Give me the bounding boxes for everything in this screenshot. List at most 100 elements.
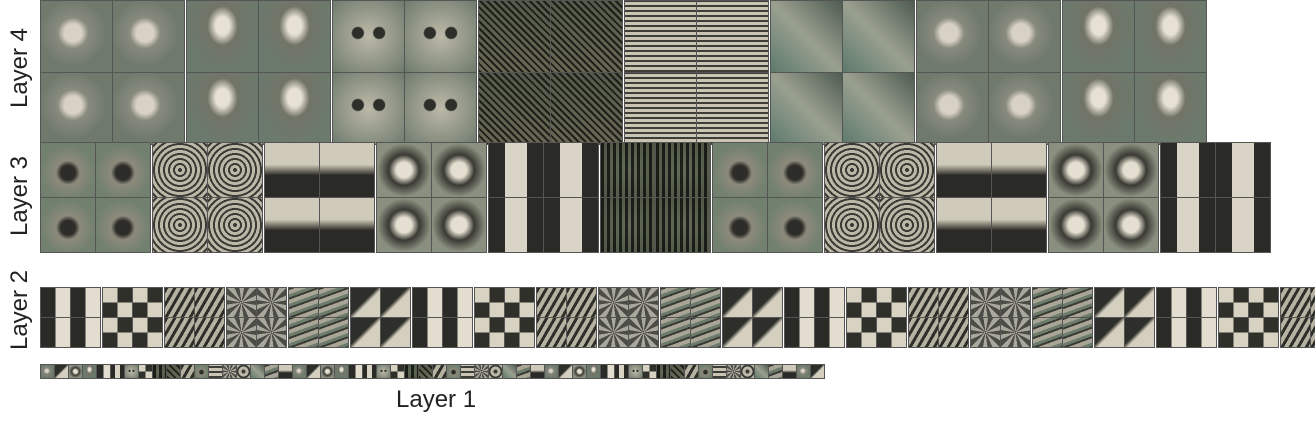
layer4-feature-map (1135, 1, 1206, 72)
layer1-feature-map (783, 365, 796, 378)
layer2-feature-map (629, 288, 658, 317)
layer2-feature-group (412, 287, 473, 348)
layer1-feature-map (195, 365, 208, 378)
layer2-feature-map (1063, 318, 1092, 347)
layer3-feature-group (936, 142, 1047, 253)
layer3-grid (40, 142, 1271, 253)
layer2-feature-group (598, 287, 659, 348)
layer4-feature-map (989, 73, 1060, 144)
layer1-feature-map (69, 365, 82, 378)
layer1-feature-map (601, 365, 614, 378)
layer3-feature-map (153, 198, 207, 252)
layer3-feature-map (208, 143, 262, 197)
layer3-feature-map (544, 143, 598, 197)
layer2-feature-map (165, 288, 194, 317)
layer1-feature-map (139, 365, 152, 378)
layer2-feature-map (537, 288, 566, 317)
layer3-feature-group (824, 142, 935, 253)
layer2-label: Layer 2 (6, 269, 33, 351)
layer1-feature-map (293, 365, 306, 378)
layer4-feature-map (41, 1, 112, 72)
layer4-feature-map (917, 73, 988, 144)
layer2-feature-group (908, 287, 969, 348)
layer2-feature-map (567, 318, 596, 347)
layer3-feature-map (713, 198, 767, 252)
layer2-feature-map (1281, 318, 1310, 347)
layer3-feature-map (432, 143, 486, 197)
layer1-feature-map (559, 365, 572, 378)
layer3-feature-map (656, 143, 710, 197)
layer2-feature-map (227, 288, 256, 317)
layer2-feature-map (133, 288, 162, 317)
layer3-feature-map (992, 198, 1046, 252)
layer4-feature-map (551, 73, 622, 144)
layer3-feature-group (376, 142, 487, 253)
layer2-feature-map (1033, 318, 1062, 347)
layer2-feature-map (661, 318, 690, 347)
layer2-feature-map (1095, 318, 1124, 347)
layer4-feature-map (405, 73, 476, 144)
layer2-feature-map (41, 288, 70, 317)
layer3-feature-group (264, 142, 375, 253)
layer3-feature-map (601, 198, 655, 252)
layer4-feature-map (1063, 1, 1134, 72)
layer1-feature-map (755, 365, 768, 378)
layer2-feature-map (443, 318, 472, 347)
layer3-feature-map (41, 198, 95, 252)
layer3-feature-map (768, 143, 822, 197)
layer3-feature-map (937, 198, 991, 252)
layer1-feature-map (713, 365, 726, 378)
layer3-feature-map (1049, 198, 1103, 252)
layer4-feature-map (479, 1, 550, 72)
layer2-feature-map (351, 288, 380, 317)
layer3-feature-map (880, 143, 934, 197)
layer1-feature-map (41, 365, 54, 378)
layer1-feature-map (209, 365, 222, 378)
layer2-feature-map (289, 318, 318, 347)
layer2-feature-map (753, 288, 782, 317)
layer2-feature-map (351, 318, 380, 347)
layer3-feature-map (320, 198, 374, 252)
layer2-feature-map (1311, 318, 1315, 347)
layer2-feature-group (1218, 287, 1279, 348)
layer3-feature-map (432, 198, 486, 252)
layer1-feature-map (391, 365, 404, 378)
layer1-feature-map (699, 365, 712, 378)
layer2-feature-map (195, 288, 224, 317)
layer4-feature-map (771, 73, 842, 144)
layer2-feature-map (413, 318, 442, 347)
layer1-feature-map (125, 365, 138, 378)
layer3-feature-map (1161, 143, 1215, 197)
layer2-feature-map (629, 318, 658, 347)
layer4-feature-map (113, 73, 184, 144)
layer2-feature-map (505, 288, 534, 317)
layer2-feature-map (1249, 288, 1278, 317)
layer4-feature-group (186, 0, 331, 145)
layer4-feature-group (624, 0, 769, 145)
layer4-feature-map (771, 1, 842, 72)
layer3-feature-map (377, 198, 431, 252)
layer3-feature-map (489, 198, 543, 252)
layer1-feature-map (545, 365, 558, 378)
layer2-feature-group (350, 287, 411, 348)
layer2-feature-map (165, 318, 194, 347)
layer1-feature-map (587, 365, 600, 378)
layer3-feature-map (825, 198, 879, 252)
layer4-feature-map (989, 1, 1060, 72)
layer4-feature-map (405, 1, 476, 72)
layer4-feature-map (333, 73, 404, 144)
layer2-feature-group (40, 287, 101, 348)
layer2-feature-map (909, 288, 938, 317)
layer2-feature-group (722, 287, 783, 348)
layer3-feature-map (1216, 143, 1270, 197)
layer4-feature-map (625, 73, 696, 144)
layer3-feature-group (600, 142, 711, 253)
layer1-feature-map (433, 365, 446, 378)
layer2-feature-group (288, 287, 349, 348)
layer2-feature-map (971, 288, 1000, 317)
layer4-feature-map (625, 1, 696, 72)
layer3-label: Layer 3 (6, 155, 33, 237)
layer2-feature-map (133, 318, 162, 347)
layer2-feature-group (1280, 287, 1315, 348)
layer1-feature-map (335, 365, 348, 378)
